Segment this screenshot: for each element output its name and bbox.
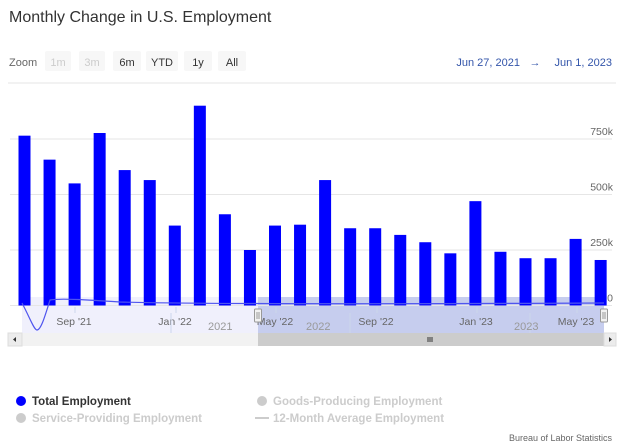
legend-label: 12-Month Average Employment bbox=[273, 413, 444, 425]
range-selector-buttons: 1m 3m 6m YTD 1y All bbox=[45, 51, 246, 71]
legend-label: Service-Providing Employment bbox=[32, 413, 202, 425]
legend-label: Goods-Producing Employment bbox=[273, 396, 442, 408]
bar-jul-2022[interactable] bbox=[319, 180, 332, 306]
y-tick-label: 250k bbox=[590, 237, 614, 249]
y-tick-label: 0 bbox=[607, 293, 613, 305]
bar-nov-2021[interactable] bbox=[118, 170, 131, 306]
range-arrow: → bbox=[530, 57, 541, 69]
legend-circle-icon bbox=[16, 413, 26, 423]
navigator-handle-left[interactable] bbox=[254, 308, 262, 323]
x-tick-label: Jan '23 bbox=[459, 316, 493, 328]
bar-may-2022[interactable] bbox=[269, 225, 281, 306]
bar-jun-2023[interactable] bbox=[594, 259, 607, 306]
x-tick-label: Sep '21 bbox=[56, 316, 91, 328]
bar-may-2023[interactable] bbox=[569, 238, 582, 306]
bar-jun-2022[interactable] bbox=[294, 224, 307, 306]
bar-jan-2023[interactable] bbox=[469, 201, 482, 306]
legend: Total Employment Goods-Producing Employme… bbox=[16, 396, 444, 425]
x-tick-label: Jan '22 bbox=[158, 316, 192, 328]
legend-item-goods-producing-employment[interactable]: Goods-Producing Employment bbox=[257, 396, 442, 408]
x-tick-label: May '22 bbox=[257, 316, 294, 328]
y-tick-label: 500k bbox=[590, 182, 614, 194]
zoom-button-label: YTD bbox=[151, 57, 173, 69]
bar-sep-2022[interactable] bbox=[369, 228, 382, 306]
range-to[interactable]: Jun 1, 2023 bbox=[555, 57, 613, 69]
x-tick-label: Sep '22 bbox=[358, 316, 393, 328]
x-tick-label: May '23 bbox=[558, 316, 595, 328]
bar-aug-2022[interactable] bbox=[344, 228, 357, 306]
zoom-button-1y[interactable]: 1y bbox=[184, 51, 212, 71]
zoom-button-label: All bbox=[226, 57, 238, 69]
zoom-button-6m[interactable]: 6m bbox=[113, 51, 141, 71]
chart-title: Monthly Change in U.S. Employment bbox=[9, 9, 272, 26]
scrollbar-right-arrow[interactable] bbox=[603, 332, 617, 347]
legend-item-total-employment[interactable]: Total Employment bbox=[16, 396, 131, 408]
y-tick-label: 750k bbox=[590, 126, 614, 138]
arrow-right-icon bbox=[609, 337, 612, 342]
credits: Bureau of Labor Statistics bbox=[509, 433, 613, 443]
legend-label: Total Employment bbox=[32, 396, 131, 408]
bar-feb-2023[interactable] bbox=[494, 251, 507, 306]
bar-oct-2021[interactable] bbox=[93, 133, 106, 306]
bars bbox=[18, 105, 607, 306]
bar-sep-2021[interactable] bbox=[68, 183, 81, 306]
legend-circle-icon bbox=[16, 396, 26, 406]
navigator-axis: 2021 2022 2023 bbox=[170, 313, 538, 333]
navigator-tick-label: 2023 bbox=[514, 321, 538, 333]
navigator-tick-label: 2021 bbox=[208, 321, 232, 333]
scrollbar-left-arrow[interactable] bbox=[7, 332, 23, 347]
bar-jan-2022[interactable] bbox=[168, 225, 181, 306]
scrollbar-thumb[interactable] bbox=[258, 333, 604, 346]
bar-feb-2022[interactable] bbox=[193, 105, 206, 306]
scrollbar-grip-icon bbox=[427, 337, 433, 342]
legend-item-12-month-average-employment[interactable]: 12-Month Average Employment bbox=[255, 413, 444, 425]
zoom-button-label: 1m bbox=[50, 57, 65, 69]
legend-circle-icon bbox=[257, 396, 267, 406]
zoom-button-1m: 1m bbox=[45, 51, 71, 71]
bar-dec-2022[interactable] bbox=[444, 253, 457, 306]
legend-item-service-providing-employment[interactable]: Service-Providing Employment bbox=[16, 413, 202, 425]
zoom-button-label: 6m bbox=[119, 57, 134, 69]
zoom-button-label: 3m bbox=[84, 57, 99, 69]
zoom-button-3m: 3m bbox=[79, 51, 105, 71]
zoom-label: Zoom bbox=[9, 57, 37, 69]
bar-apr-2023[interactable] bbox=[544, 258, 557, 306]
bar-oct-2022[interactable] bbox=[394, 234, 407, 306]
bar-nov-2022[interactable] bbox=[419, 242, 432, 306]
navigator-handle-right[interactable] bbox=[600, 308, 608, 323]
bar-apr-2022[interactable] bbox=[243, 250, 256, 306]
bar-jul-2021[interactable] bbox=[18, 135, 31, 306]
zoom-button-all[interactable]: All bbox=[218, 51, 246, 71]
range-from[interactable]: Jun 27, 2021 bbox=[456, 57, 520, 69]
bar-aug-2021[interactable] bbox=[43, 159, 56, 306]
navigator-tick-label: 2022 bbox=[306, 321, 330, 333]
arrow-left-icon bbox=[13, 337, 16, 342]
navigator-series-line bbox=[21, 298, 605, 331]
bar-mar-2023[interactable] bbox=[519, 258, 532, 306]
bar-mar-2022[interactable] bbox=[218, 214, 231, 306]
zoom-button-label: 1y bbox=[192, 57, 204, 69]
x-axis: Sep '21 Jan '22 May '22 Sep '22 Jan '23 May '… bbox=[56, 307, 594, 328]
bar-dec-2021[interactable] bbox=[143, 180, 156, 306]
grid: 0 250k 500k 750k bbox=[10, 126, 614, 306]
date-range: Jun 27, 2021 → Jun 1, 2023 bbox=[456, 57, 612, 69]
zoom-button-ytd[interactable]: YTD bbox=[146, 51, 178, 71]
